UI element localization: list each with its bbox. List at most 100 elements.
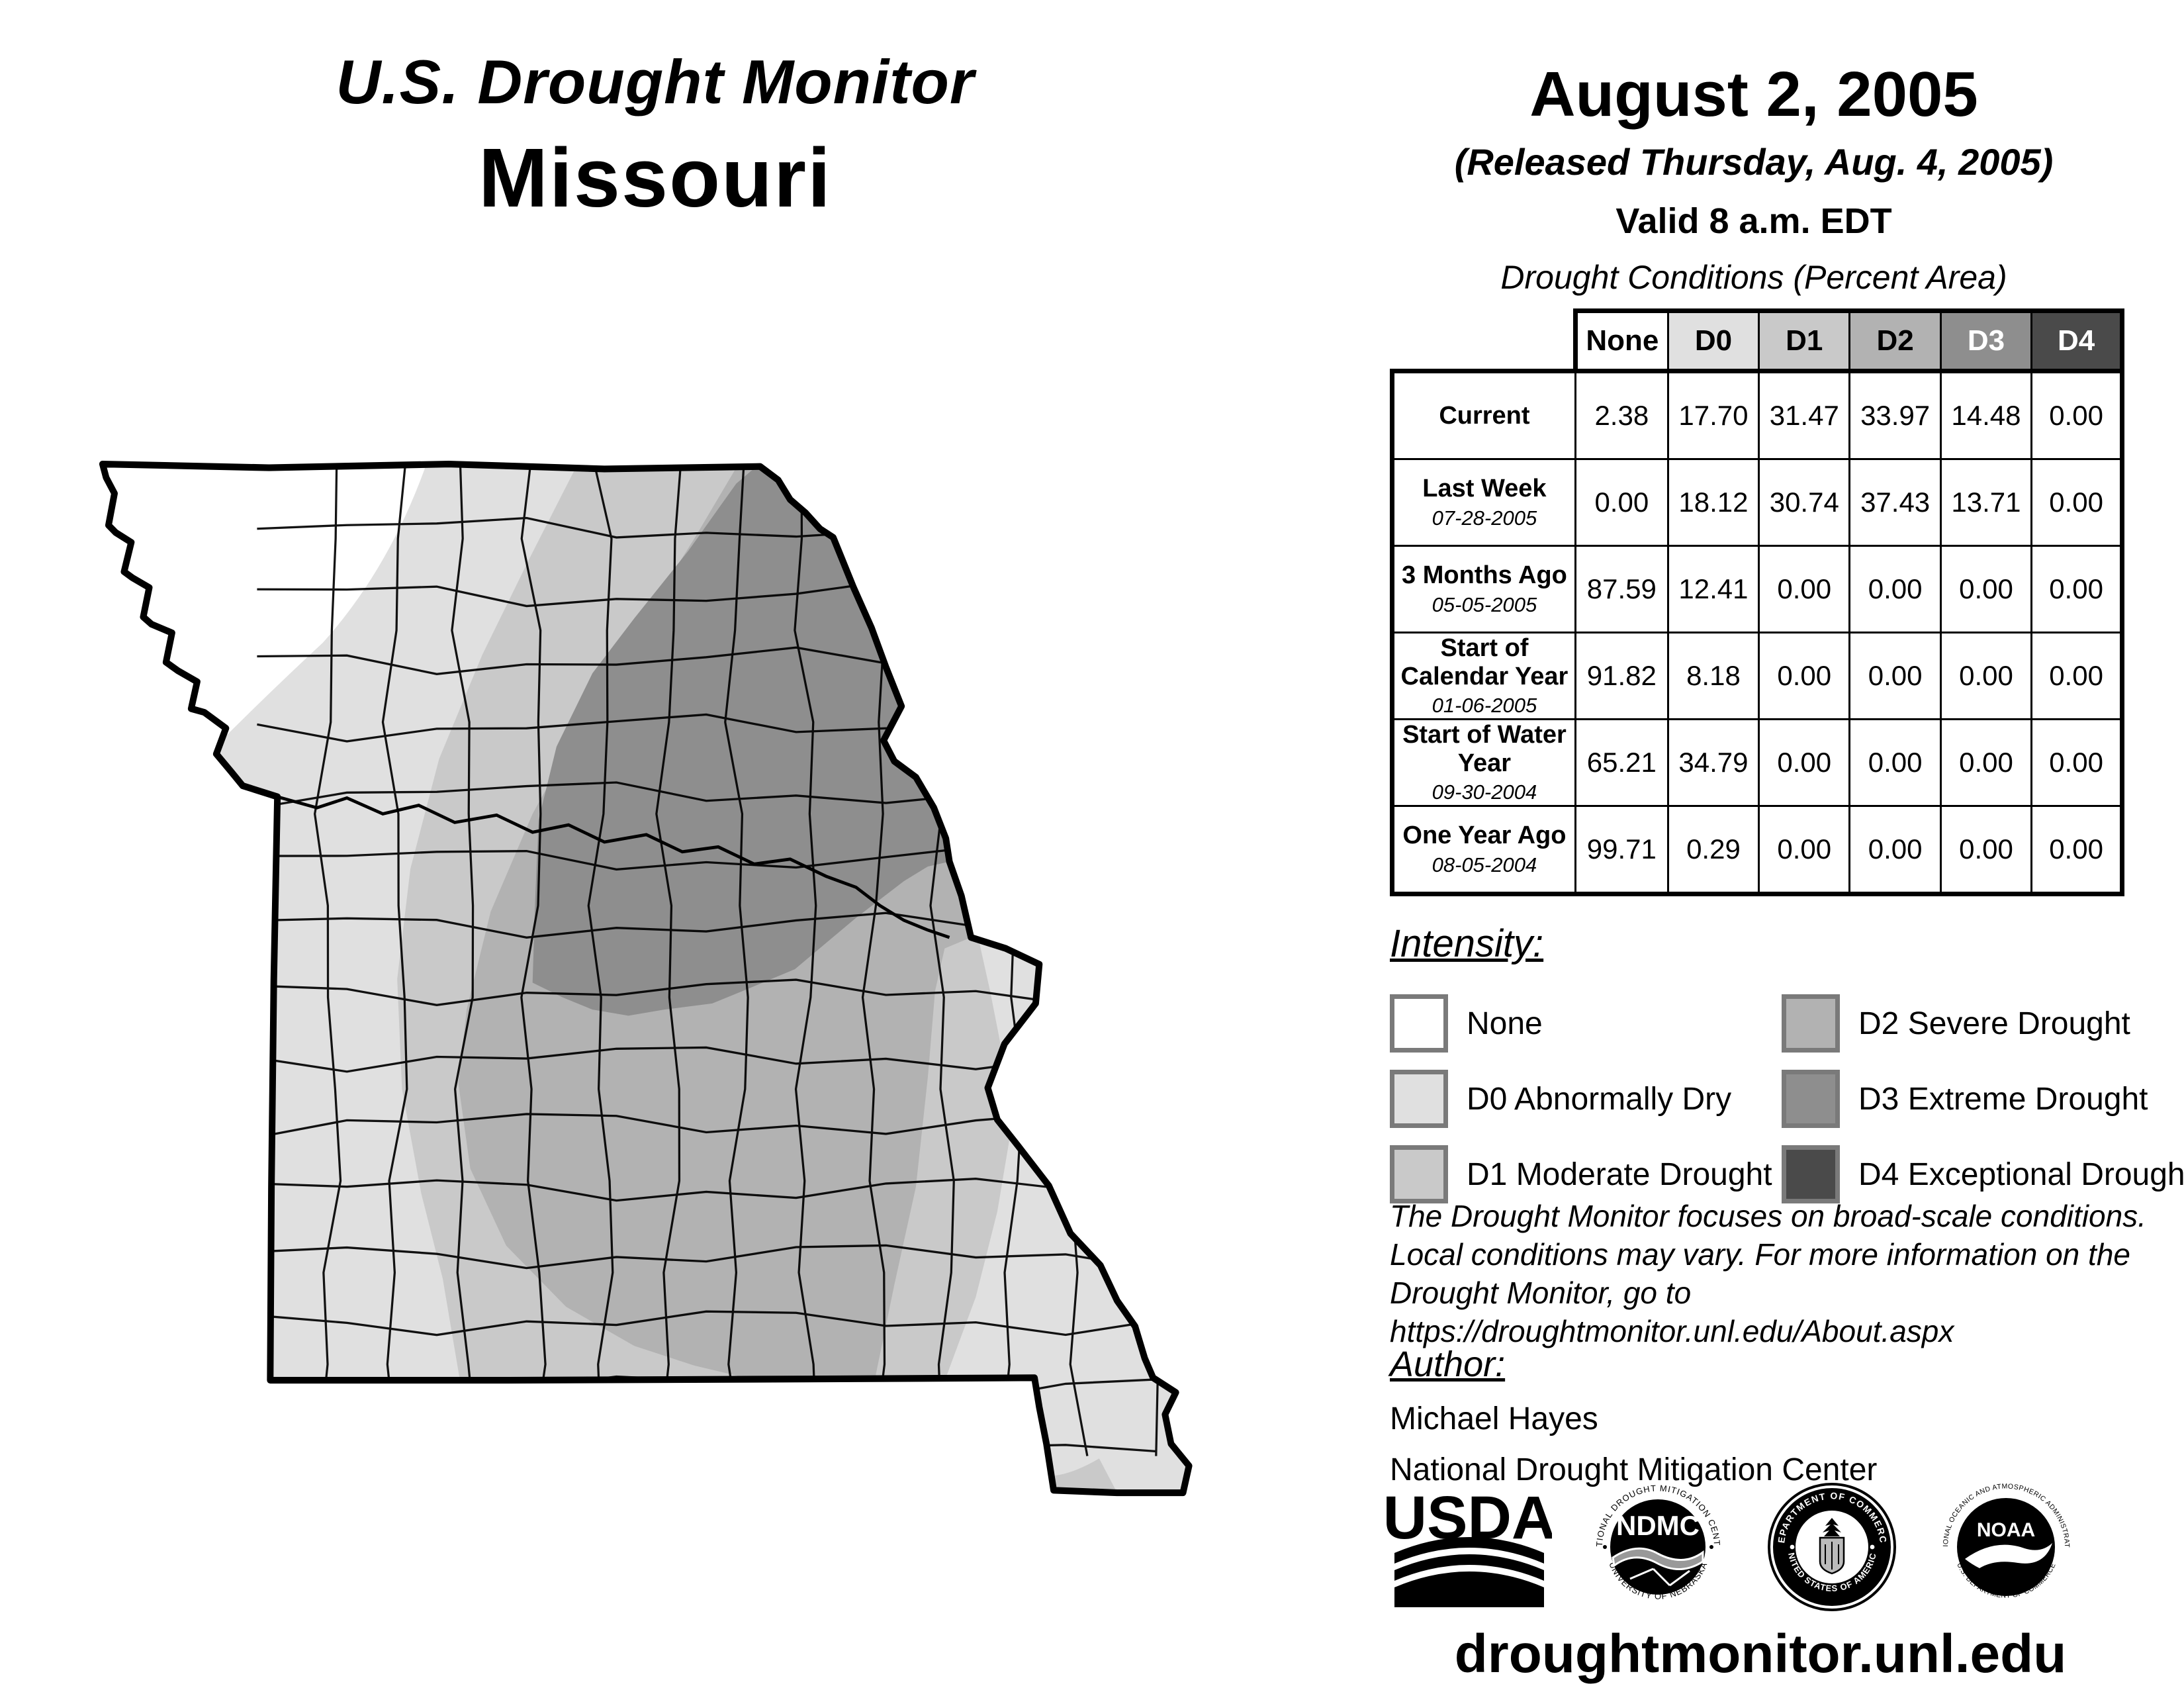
table-cell: 17.70 <box>1666 369 1760 460</box>
table-cell: 0.00 <box>1574 458 1669 547</box>
commerce-logo: DEPARTMENT OF COMMERCE UNITED STATES OF … <box>1764 1479 1896 1611</box>
map-date: August 2, 2005 <box>1529 59 1978 130</box>
legend-item: D3 Extreme Drought <box>1782 1070 2173 1128</box>
legend-swatch <box>1390 994 1448 1053</box>
disclaimer-line: Local conditions may vary. For more info… <box>1390 1237 2130 1272</box>
table-cell: 0.00 <box>1848 632 1942 720</box>
released-date: (Released Thursday, Aug. 4, 2005) <box>1454 141 2054 183</box>
table-cell: 0.00 <box>2030 545 2124 633</box>
table-corner-spacer <box>1392 310 1576 371</box>
row-label: Start of Calendar Year 01-06-2005 <box>1390 632 1576 720</box>
table-cell: 0.00 <box>1939 718 2033 807</box>
drought-conditions-table: None D0 D1 D2 D3 D4 Current 2.38 17.70 31.47 33.97… <box>1390 308 2124 896</box>
disclaimer-text: The Drought Monitor focuses on broad-sca… <box>1390 1197 2184 1350</box>
table-cell: 2.38 <box>1574 369 1669 460</box>
table-title: Drought Conditions (Percent Area) <box>1500 259 2007 296</box>
title-block: U.S. Drought Monitor Missouri <box>192 46 1118 226</box>
legend-swatch <box>1782 1145 1840 1203</box>
legend-label: D0 Abnormally Dry <box>1467 1081 1732 1117</box>
legend-label: D2 Severe Drought <box>1858 1006 2130 1041</box>
drought-region-d1-bootheel <box>1054 1458 1117 1493</box>
table-cell: 33.97 <box>1848 369 1942 460</box>
author-heading: Author: <box>1390 1344 1506 1384</box>
row-date: 09-30-2004 <box>1432 780 1537 804</box>
usda-logo: USDA <box>1387 1484 1552 1607</box>
table-cell: 0.00 <box>2030 632 2124 720</box>
table-cell: 0.00 <box>1758 545 1851 633</box>
table-cell: 0.00 <box>2030 805 2124 896</box>
author-organization: National Drought Mitigation Center <box>1390 1452 1878 1487</box>
table-cell: 0.00 <box>2030 369 2124 460</box>
table-cell: 87.59 <box>1574 545 1669 633</box>
table-cell: 65.21 <box>1574 718 1669 807</box>
intensity-heading: Intensity: <box>1390 922 1544 965</box>
column-header-d0: D0 <box>1666 308 1760 372</box>
table-cell: 0.00 <box>1939 632 2033 720</box>
column-header-d1: D1 <box>1758 308 1851 372</box>
legend-swatch <box>1390 1070 1448 1128</box>
row-label-text: 3 Months Ago <box>1402 561 1567 590</box>
row-date: 01-06-2005 <box>1432 694 1537 718</box>
state-outline <box>99 460 1193 1497</box>
date-block: August 2, 2005 (Released Thursday, Aug. … <box>1324 58 2184 242</box>
missouri-drought-map <box>89 392 1287 1517</box>
report-title: U.S. Drought Monitor <box>336 47 975 117</box>
row-label-text: Start of Calendar Year <box>1400 634 1569 690</box>
legend-item: D1 Moderate Drought <box>1390 1145 1782 1203</box>
conditions-section: Drought Conditions (Percent Area) None D0… <box>1390 258 2124 896</box>
column-header-d2: D2 <box>1848 308 1942 372</box>
disclaimer-line: Drought Monitor, go to https://droughtmo… <box>1390 1276 1954 1348</box>
legend-label: D3 Extreme Drought <box>1858 1081 2148 1117</box>
table-cell: 18.12 <box>1666 458 1760 547</box>
legend-swatch <box>1390 1145 1448 1203</box>
legend-item: D4 Exceptional Drought <box>1782 1145 2184 1203</box>
legend-label: None <box>1467 1006 1543 1041</box>
legend-swatch <box>1782 994 1840 1053</box>
drought-region-d3 <box>532 465 950 1016</box>
ndmc-wordmark: NDMC <box>1616 1510 1700 1541</box>
table-cell: 37.43 <box>1848 458 1942 547</box>
column-header-d3: D3 <box>1939 308 2033 372</box>
row-date: 08-05-2004 <box>1432 853 1537 876</box>
disclaimer-line: The Drought Monitor focuses on broad-sca… <box>1390 1199 2146 1233</box>
row-label: Current <box>1390 369 1576 460</box>
table-cell: 0.00 <box>1758 718 1851 807</box>
row-label: One Year Ago 08-05-2004 <box>1390 805 1576 896</box>
table-cell: 0.00 <box>1848 805 1942 896</box>
state-name: Missouri <box>478 131 833 224</box>
table-cell: 8.18 <box>1666 632 1760 720</box>
noaa-wordmark: NOAA <box>1977 1519 2035 1541</box>
drought-table: None D0 D1 D2 D3 D4 Current 2.38 17.70 31.47 33.97… <box>1390 308 2124 896</box>
table-cell: 13.71 <box>1939 458 2033 547</box>
intensity-section: Intensity: None D0 Abnormally Dry D1 Moder… <box>1390 921 2184 1212</box>
table-cell: 0.00 <box>1758 632 1851 720</box>
table-cell: 0.00 <box>2030 718 2124 807</box>
row-label-text: Last Week <box>1422 475 1547 503</box>
noaa-seabird-icon <box>1965 1543 2052 1568</box>
logo-row: USDA NATIONAL DROUGHT MITIGATION CENTER … <box>1387 1479 2141 1615</box>
table-cell: 0.00 <box>2030 458 2124 547</box>
table-cell: 14.48 <box>1939 369 2033 460</box>
commerce-eagle-icon <box>1823 1518 1841 1536</box>
table-cell: 0.00 <box>1758 805 1851 896</box>
legend-label: D1 Moderate Drought <box>1467 1156 1772 1192</box>
intensity-legend: None D0 Abnormally Dry D1 Moderate Drought… <box>1390 986 2184 1212</box>
table-cell: 0.00 <box>1939 545 2033 633</box>
table-cell: 30.74 <box>1758 458 1851 547</box>
row-date: 05-05-2005 <box>1432 592 1537 616</box>
table-cell: 91.82 <box>1574 632 1669 720</box>
author-section: Author: Michael Hayes National Drought M… <box>1390 1344 2184 1488</box>
website-url: droughtmonitor.unl.edu <box>1454 1624 2067 1684</box>
county-boundaries <box>257 464 1160 1468</box>
row-label: 3 Months Ago 05-05-2005 <box>1390 545 1576 633</box>
table-cell: 99.71 <box>1574 805 1669 896</box>
row-label-text: One Year Ago <box>1402 821 1567 850</box>
table-cell: 34.79 <box>1666 718 1760 807</box>
noaa-logo: NATIONAL OCEANIC AND ATMOSPHERIC ADMINIS… <box>1938 1479 2071 1600</box>
column-header-none: None <box>1572 308 1669 372</box>
legend-swatch <box>1782 1070 1840 1128</box>
legend-item: D0 Abnormally Dry <box>1390 1070 1782 1128</box>
table-cell: 0.00 <box>1848 718 1942 807</box>
table-cell: 0.00 <box>1939 805 2033 896</box>
column-header-d4: D4 <box>2030 308 2124 372</box>
